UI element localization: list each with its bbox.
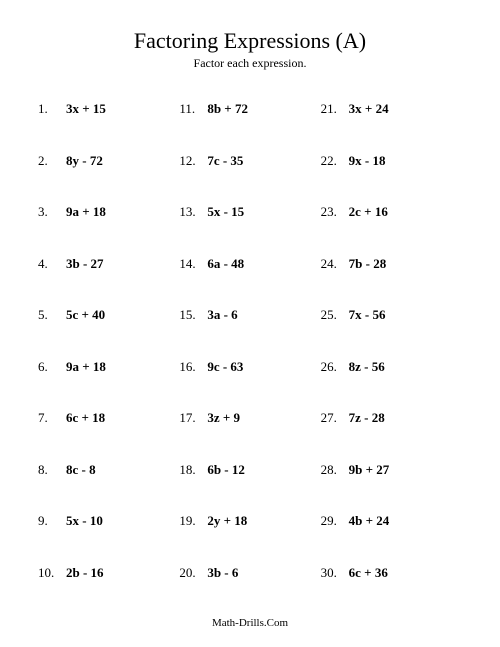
problem-expression: 2c + 16 xyxy=(349,204,388,220)
problem-number: 22. xyxy=(321,153,349,169)
problem-number: 12. xyxy=(179,153,207,169)
problem-number: 28. xyxy=(321,462,349,478)
problem-number: 11. xyxy=(179,101,207,117)
problem-number: 29. xyxy=(321,513,349,529)
problem-row: 17.3z + 9 xyxy=(179,410,320,462)
problem-number: 2. xyxy=(38,153,66,169)
problem-expression: 8y - 72 xyxy=(66,153,103,169)
problem-expression: 6c + 36 xyxy=(349,565,388,581)
problem-row: 12.7c - 35 xyxy=(179,153,320,205)
problem-expression: 3x + 24 xyxy=(349,101,389,117)
problem-expression: 5x - 10 xyxy=(66,513,103,529)
problem-row: 27.7z - 28 xyxy=(321,410,462,462)
problem-row: 16.9c - 63 xyxy=(179,359,320,411)
column-2: 11.8b + 72 12.7c - 35 13.5x - 15 14.6a -… xyxy=(179,101,320,616)
problem-row: 10.2b - 16 xyxy=(38,565,179,617)
problem-number: 5. xyxy=(38,307,66,323)
problem-number: 16. xyxy=(179,359,207,375)
problem-expression: 8c - 8 xyxy=(66,462,96,478)
problem-number: 27. xyxy=(321,410,349,426)
problem-number: 8. xyxy=(38,462,66,478)
problem-row: 23.2c + 16 xyxy=(321,204,462,256)
problem-row: 26.8z - 56 xyxy=(321,359,462,411)
problem-expression: 7b - 28 xyxy=(349,256,387,272)
problem-number: 7. xyxy=(38,410,66,426)
problem-row: 29.4b + 24 xyxy=(321,513,462,565)
problem-expression: 7z - 28 xyxy=(349,410,385,426)
problem-expression: 6a - 48 xyxy=(207,256,244,272)
problem-number: 20. xyxy=(179,565,207,581)
problem-number: 21. xyxy=(321,101,349,117)
problem-row: 25.7x - 56 xyxy=(321,307,462,359)
problem-row: 21.3x + 24 xyxy=(321,101,462,153)
problem-expression: 9c - 63 xyxy=(207,359,243,375)
problem-number: 24. xyxy=(321,256,349,272)
problem-expression: 3x + 15 xyxy=(66,101,106,117)
problem-expression: 6b - 12 xyxy=(207,462,245,478)
page-title: Factoring Expressions (A) xyxy=(38,28,462,54)
problem-number: 15. xyxy=(179,307,207,323)
problem-number: 30. xyxy=(321,565,349,581)
problem-columns: 1.3x + 15 2.8y - 72 3.9a + 18 4.3b - 27 … xyxy=(38,101,462,616)
problem-expression: 3z + 9 xyxy=(207,410,240,426)
problem-row: 4.3b - 27 xyxy=(38,256,179,308)
problem-number: 13. xyxy=(179,204,207,220)
problem-row: 6.9a + 18 xyxy=(38,359,179,411)
problem-number: 17. xyxy=(179,410,207,426)
footer-text: Math-Drills.Com xyxy=(0,617,500,629)
problem-expression: 7c - 35 xyxy=(207,153,243,169)
problem-row: 1.3x + 15 xyxy=(38,101,179,153)
problem-expression: 3b - 6 xyxy=(207,565,238,581)
problem-row: 28.9b + 27 xyxy=(321,462,462,514)
problem-expression: 5x - 15 xyxy=(207,204,244,220)
problem-expression: 9a + 18 xyxy=(66,204,106,220)
problem-expression: 8b + 72 xyxy=(207,101,248,117)
problem-row: 13.5x - 15 xyxy=(179,204,320,256)
problem-expression: 7x - 56 xyxy=(349,307,386,323)
problem-number: 6. xyxy=(38,359,66,375)
problem-row: 15.3a - 6 xyxy=(179,307,320,359)
problem-expression: 6c + 18 xyxy=(66,410,105,426)
problem-expression: 2y + 18 xyxy=(207,513,247,529)
problem-row: 9.5x - 10 xyxy=(38,513,179,565)
problem-number: 9. xyxy=(38,513,66,529)
problem-row: 5.5c + 40 xyxy=(38,307,179,359)
problem-number: 14. xyxy=(179,256,207,272)
problem-expression: 4b + 24 xyxy=(349,513,390,529)
problem-row: 20.3b - 6 xyxy=(179,565,320,617)
problem-expression: 8z - 56 xyxy=(349,359,385,375)
problem-row: 8.8c - 8 xyxy=(38,462,179,514)
page-subtitle: Factor each expression. xyxy=(38,56,462,71)
problem-expression: 9b + 27 xyxy=(349,462,390,478)
problem-row: 24.7b - 28 xyxy=(321,256,462,308)
problem-row: 7.6c + 18 xyxy=(38,410,179,462)
problem-row: 18.6b - 12 xyxy=(179,462,320,514)
problem-row: 14.6a - 48 xyxy=(179,256,320,308)
problem-number: 3. xyxy=(38,204,66,220)
problem-number: 4. xyxy=(38,256,66,272)
problem-number: 1. xyxy=(38,101,66,117)
problem-number: 23. xyxy=(321,204,349,220)
problem-row: 30.6c + 36 xyxy=(321,565,462,617)
problem-expression: 9a + 18 xyxy=(66,359,106,375)
problem-number: 26. xyxy=(321,359,349,375)
problem-row: 2.8y - 72 xyxy=(38,153,179,205)
problem-expression: 5c + 40 xyxy=(66,307,105,323)
problem-row: 3.9a + 18 xyxy=(38,204,179,256)
problem-expression: 2b - 16 xyxy=(66,565,104,581)
problem-number: 18. xyxy=(179,462,207,478)
column-1: 1.3x + 15 2.8y - 72 3.9a + 18 4.3b - 27 … xyxy=(38,101,179,616)
problem-expression: 3b - 27 xyxy=(66,256,104,272)
problem-number: 10. xyxy=(38,565,66,581)
problem-expression: 3a - 6 xyxy=(207,307,237,323)
column-3: 21.3x + 24 22.9x - 18 23.2c + 16 24.7b -… xyxy=(321,101,462,616)
worksheet-page: Factoring Expressions (A) Factor each ex… xyxy=(0,0,500,616)
problem-row: 19.2y + 18 xyxy=(179,513,320,565)
problem-number: 25. xyxy=(321,307,349,323)
problem-row: 22.9x - 18 xyxy=(321,153,462,205)
problem-number: 19. xyxy=(179,513,207,529)
problem-row: 11.8b + 72 xyxy=(179,101,320,153)
problem-expression: 9x - 18 xyxy=(349,153,386,169)
